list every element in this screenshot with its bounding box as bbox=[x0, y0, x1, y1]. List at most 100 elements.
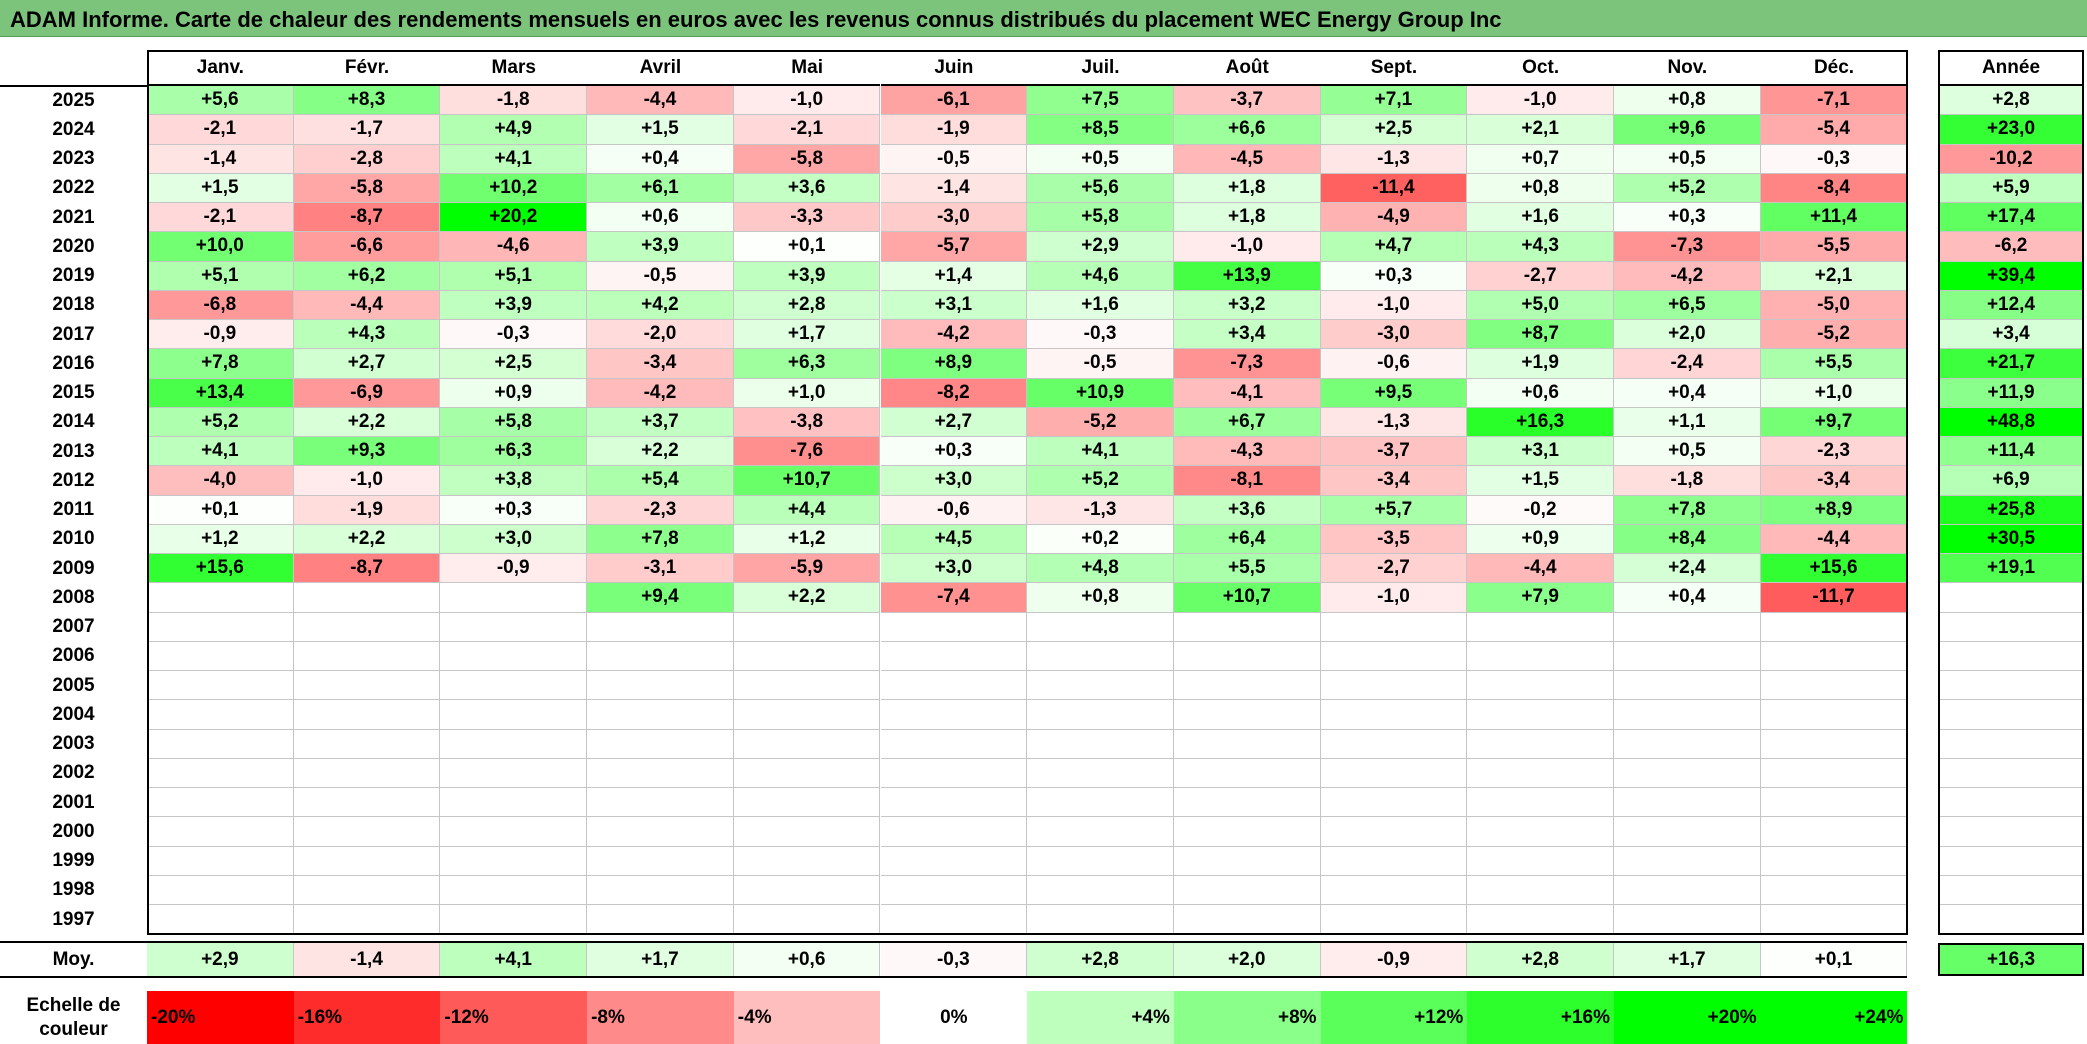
heatmap-cell: +7,9 bbox=[1467, 583, 1614, 613]
heatmap-cell: +2,5 bbox=[1320, 115, 1468, 145]
heatmap-cell: +11,4 bbox=[1760, 203, 1908, 233]
heatmap-cell bbox=[440, 788, 588, 818]
heatmap-cell bbox=[1614, 729, 1761, 759]
heatmap-cell: +0,9 bbox=[1467, 524, 1614, 554]
heatmap-cell: +3,0 bbox=[880, 466, 1028, 496]
heatmap-cell bbox=[293, 700, 441, 730]
heatmap-cell: -4,6 bbox=[440, 232, 588, 262]
month-header: Août bbox=[1173, 50, 1321, 86]
heatmap-cell: -4,2 bbox=[587, 378, 734, 408]
heatmap-cell: -5,8 bbox=[733, 144, 881, 174]
heatmap-cell bbox=[1320, 729, 1468, 759]
heatmap-cell: +0,5 bbox=[1614, 437, 1761, 467]
heatmap-cell bbox=[1760, 758, 1908, 788]
heatmap-cell: -0,3 bbox=[440, 320, 588, 350]
heatmap-cell: +7,1 bbox=[1320, 86, 1468, 116]
heatmap-cell bbox=[293, 583, 441, 613]
heatmap-cell: -3,0 bbox=[1320, 320, 1468, 350]
heatmap-cell: +3,7 bbox=[587, 407, 734, 437]
heatmap-cell: -7,3 bbox=[1614, 232, 1761, 262]
heatmap-cell bbox=[1760, 817, 1908, 847]
heatmap-cell: +1,2 bbox=[147, 524, 294, 554]
heatmap-cell: -4,0 bbox=[147, 466, 294, 496]
heatmap-cell: -8,2 bbox=[880, 378, 1028, 408]
heatmap-cell: -4,4 bbox=[1467, 554, 1614, 584]
heatmap-cell bbox=[293, 758, 441, 788]
heatmap-cell bbox=[1760, 846, 1908, 876]
heatmap-cell: +0,4 bbox=[587, 144, 734, 174]
heatmap-cell bbox=[440, 875, 588, 905]
year-label: 2015 bbox=[52, 382, 95, 404]
heatmap-cell bbox=[1760, 875, 1908, 905]
heatmap-cell: +0,3 bbox=[1614, 203, 1761, 233]
month-header: Mai bbox=[733, 50, 881, 86]
heatmap-cell: +1,4 bbox=[880, 261, 1028, 291]
heatmap-cell: +2,2 bbox=[293, 524, 441, 554]
annual-cell: +11,9 bbox=[1938, 378, 2084, 408]
annual-cell bbox=[1938, 612, 2084, 642]
heatmap-cell: -3,3 bbox=[733, 203, 881, 233]
year-label: 2008 bbox=[52, 586, 95, 608]
heatmap-cell bbox=[1467, 612, 1614, 642]
heatmap-cell: +5,4 bbox=[587, 466, 734, 496]
heatmap-cell: +4,8 bbox=[1027, 554, 1174, 584]
heatmap-cell: -8,1 bbox=[1173, 466, 1321, 496]
heatmap-cell: -5,9 bbox=[733, 554, 881, 584]
heatmap-cell bbox=[880, 729, 1028, 759]
heatmap-cell bbox=[1173, 700, 1321, 730]
heatmap-cell bbox=[1467, 875, 1614, 905]
annual-cell bbox=[1938, 641, 2084, 671]
year-label: 2000 bbox=[52, 820, 95, 842]
heatmap-cell: -8,7 bbox=[293, 203, 441, 233]
chart-title: ADAM Informe. Carte de chaleur des rende… bbox=[10, 7, 1502, 32]
year-label: 2020 bbox=[52, 235, 95, 257]
heatmap-cell: -4,9 bbox=[1320, 203, 1468, 233]
heatmap-cell: -4,1 bbox=[1173, 378, 1321, 408]
annual-cell: +39,4 bbox=[1938, 261, 2084, 291]
heatmap-cell: +5,1 bbox=[440, 261, 588, 291]
month-header: Avril bbox=[587, 50, 734, 86]
month-header: Nov. bbox=[1614, 50, 1761, 86]
heatmap-cell: +10,7 bbox=[733, 466, 881, 496]
heatmap-cell: +4,4 bbox=[733, 495, 881, 525]
annual-cell bbox=[1938, 729, 2084, 759]
heatmap-cell bbox=[733, 758, 881, 788]
heatmap-cell: -4,2 bbox=[880, 320, 1028, 350]
year-label: 2022 bbox=[52, 177, 95, 199]
average-cell: +2,8 bbox=[1027, 943, 1174, 977]
scale-swatch: +24% bbox=[1760, 991, 1908, 1044]
month-header: Janv. bbox=[147, 50, 294, 86]
heatmap-cell: +7,8 bbox=[587, 524, 734, 554]
heatmap-cell bbox=[733, 612, 881, 642]
annual-cell: +21,7 bbox=[1938, 349, 2084, 379]
heatmap-cell bbox=[1027, 846, 1174, 876]
heatmap-cell bbox=[293, 817, 441, 847]
heatmap-cell bbox=[1027, 671, 1174, 701]
heatmap-cell: -4,5 bbox=[1173, 144, 1321, 174]
heatmap-cell: +0,7 bbox=[1467, 144, 1614, 174]
heatmap-cell: -2,7 bbox=[1467, 261, 1614, 291]
heatmap-cell: -3,5 bbox=[1320, 524, 1468, 554]
heatmap-cell: +4,3 bbox=[1467, 232, 1614, 262]
heatmap-cell: +0,5 bbox=[1027, 144, 1174, 174]
heatmap-cell: +13,4 bbox=[147, 378, 294, 408]
heatmap-cell: +5,8 bbox=[1027, 203, 1174, 233]
heatmap-cell: -1,7 bbox=[293, 115, 441, 145]
heatmap-cell bbox=[147, 729, 294, 759]
heatmap-cell: +0,6 bbox=[1467, 378, 1614, 408]
year-label: 2016 bbox=[52, 352, 95, 374]
scale-swatch: +12% bbox=[1320, 991, 1468, 1044]
heatmap-cell bbox=[1760, 788, 1908, 818]
heatmap-cell: -3,0 bbox=[880, 203, 1028, 233]
heatmap-cell bbox=[880, 905, 1028, 935]
heatmap-cell: +3,1 bbox=[1467, 437, 1614, 467]
average-cell: +2,0 bbox=[1173, 943, 1321, 977]
heatmap-cell bbox=[1027, 641, 1174, 671]
heatmap-cell bbox=[147, 671, 294, 701]
heatmap-cell bbox=[733, 817, 881, 847]
heatmap-cell: +3,6 bbox=[1173, 495, 1321, 525]
heatmap-cell: +3,8 bbox=[440, 466, 588, 496]
heatmap-cell: +7,5 bbox=[1027, 86, 1174, 116]
heatmap-cell bbox=[1320, 905, 1468, 935]
heatmap-cell bbox=[440, 700, 588, 730]
